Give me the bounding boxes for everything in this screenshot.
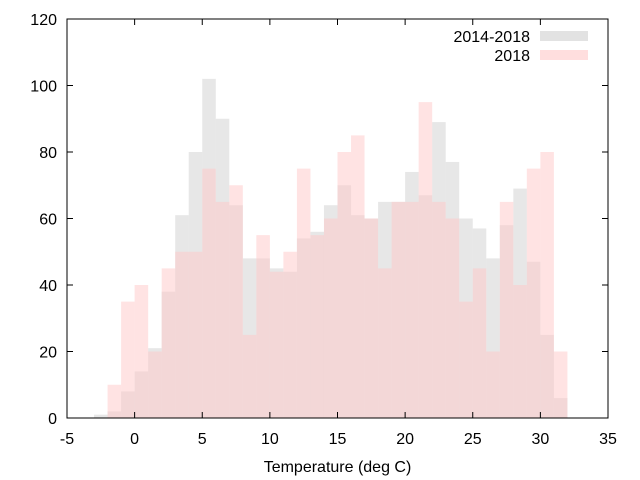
bar-series-1-bin-19 <box>364 218 379 418</box>
bar-series-1-bin-26 <box>459 301 473 418</box>
bar-series-1-bin-17 <box>337 152 352 418</box>
y-tick-label-6: 120 <box>30 12 57 29</box>
bar-series-1-bin-13 <box>283 251 297 418</box>
bar-series-1-bin-25 <box>445 218 460 418</box>
bar-series-1-bin-8 <box>215 201 230 418</box>
bar-series-1-bin-29 <box>499 201 514 418</box>
legend-swatch-0 <box>540 31 588 41</box>
bar-series-1-bin-24 <box>432 201 446 418</box>
bar-series-1-bin-3 <box>148 351 162 418</box>
bars-layer <box>94 78 568 418</box>
x-tick-label-3: 10 <box>261 431 279 448</box>
bar-series-1-bin-1 <box>121 301 135 418</box>
bar-series-1-bin-32 <box>540 152 554 418</box>
bar-series-1-bin-31 <box>526 168 541 418</box>
bar-series-1-bin-5 <box>175 251 189 418</box>
x-tick-label-2: 5 <box>198 431 207 448</box>
bar-series-1-bin-22 <box>405 201 419 418</box>
bar-series-1-bin-2 <box>134 285 149 418</box>
bar-series-1-bin-15 <box>310 235 324 418</box>
bar-series-1-bin-11 <box>256 235 270 418</box>
y-tick-label-2: 40 <box>39 278 57 295</box>
bar-series-1-bin-12 <box>269 271 284 418</box>
legend: 2014-2018 2018 <box>453 29 588 65</box>
y-tick-label-1: 20 <box>39 345 57 362</box>
bar-series-1-bin-0 <box>107 384 122 418</box>
bar-series-1-bin-7 <box>202 168 216 418</box>
y-tick-label-4: 80 <box>39 145 57 162</box>
bar-series-1-bin-33 <box>553 351 568 418</box>
bar-series-1-bin-6 <box>188 251 203 418</box>
bar-series-0-bin-0 <box>94 414 108 418</box>
bar-series-1-bin-30 <box>513 285 527 418</box>
y-tick-label-0: 0 <box>48 411 57 428</box>
bar-series-1-bin-14 <box>296 168 311 418</box>
x-axis-title: Temperature (deg C) <box>264 459 412 476</box>
legend-label-0: 2014-2018 <box>453 29 530 46</box>
bar-series-1-bin-23 <box>418 102 433 418</box>
x-tick-label-1: 0 <box>130 431 139 448</box>
legend-swatch-1 <box>540 50 588 60</box>
x-tick-label-7: 30 <box>531 431 549 448</box>
y-tick-label-5: 100 <box>30 79 57 96</box>
legend-label-1: 2018 <box>494 48 530 65</box>
bar-series-1-bin-28 <box>486 351 500 418</box>
bar-series-1-bin-16 <box>323 218 338 418</box>
y-tick-label-3: 60 <box>39 212 57 229</box>
bar-series-1-bin-27 <box>472 268 487 418</box>
x-tick-label-4: 15 <box>329 431 347 448</box>
ticks-layer <box>66 18 609 419</box>
bar-series-1-bin-21 <box>391 201 406 418</box>
bar-series-1-bin-10 <box>242 334 257 418</box>
x-tick-label-6: 25 <box>464 431 482 448</box>
bar-series-1-bin-18 <box>351 135 365 418</box>
bar-series-1-bin-20 <box>378 268 392 418</box>
x-tick-label-5: 20 <box>396 431 414 448</box>
bar-series-1-bin-4 <box>161 268 176 418</box>
bar-series-1-bin-9 <box>229 185 243 418</box>
x-tick-label-0: -5 <box>60 431 74 448</box>
x-tick-label-8: 35 <box>599 431 617 448</box>
